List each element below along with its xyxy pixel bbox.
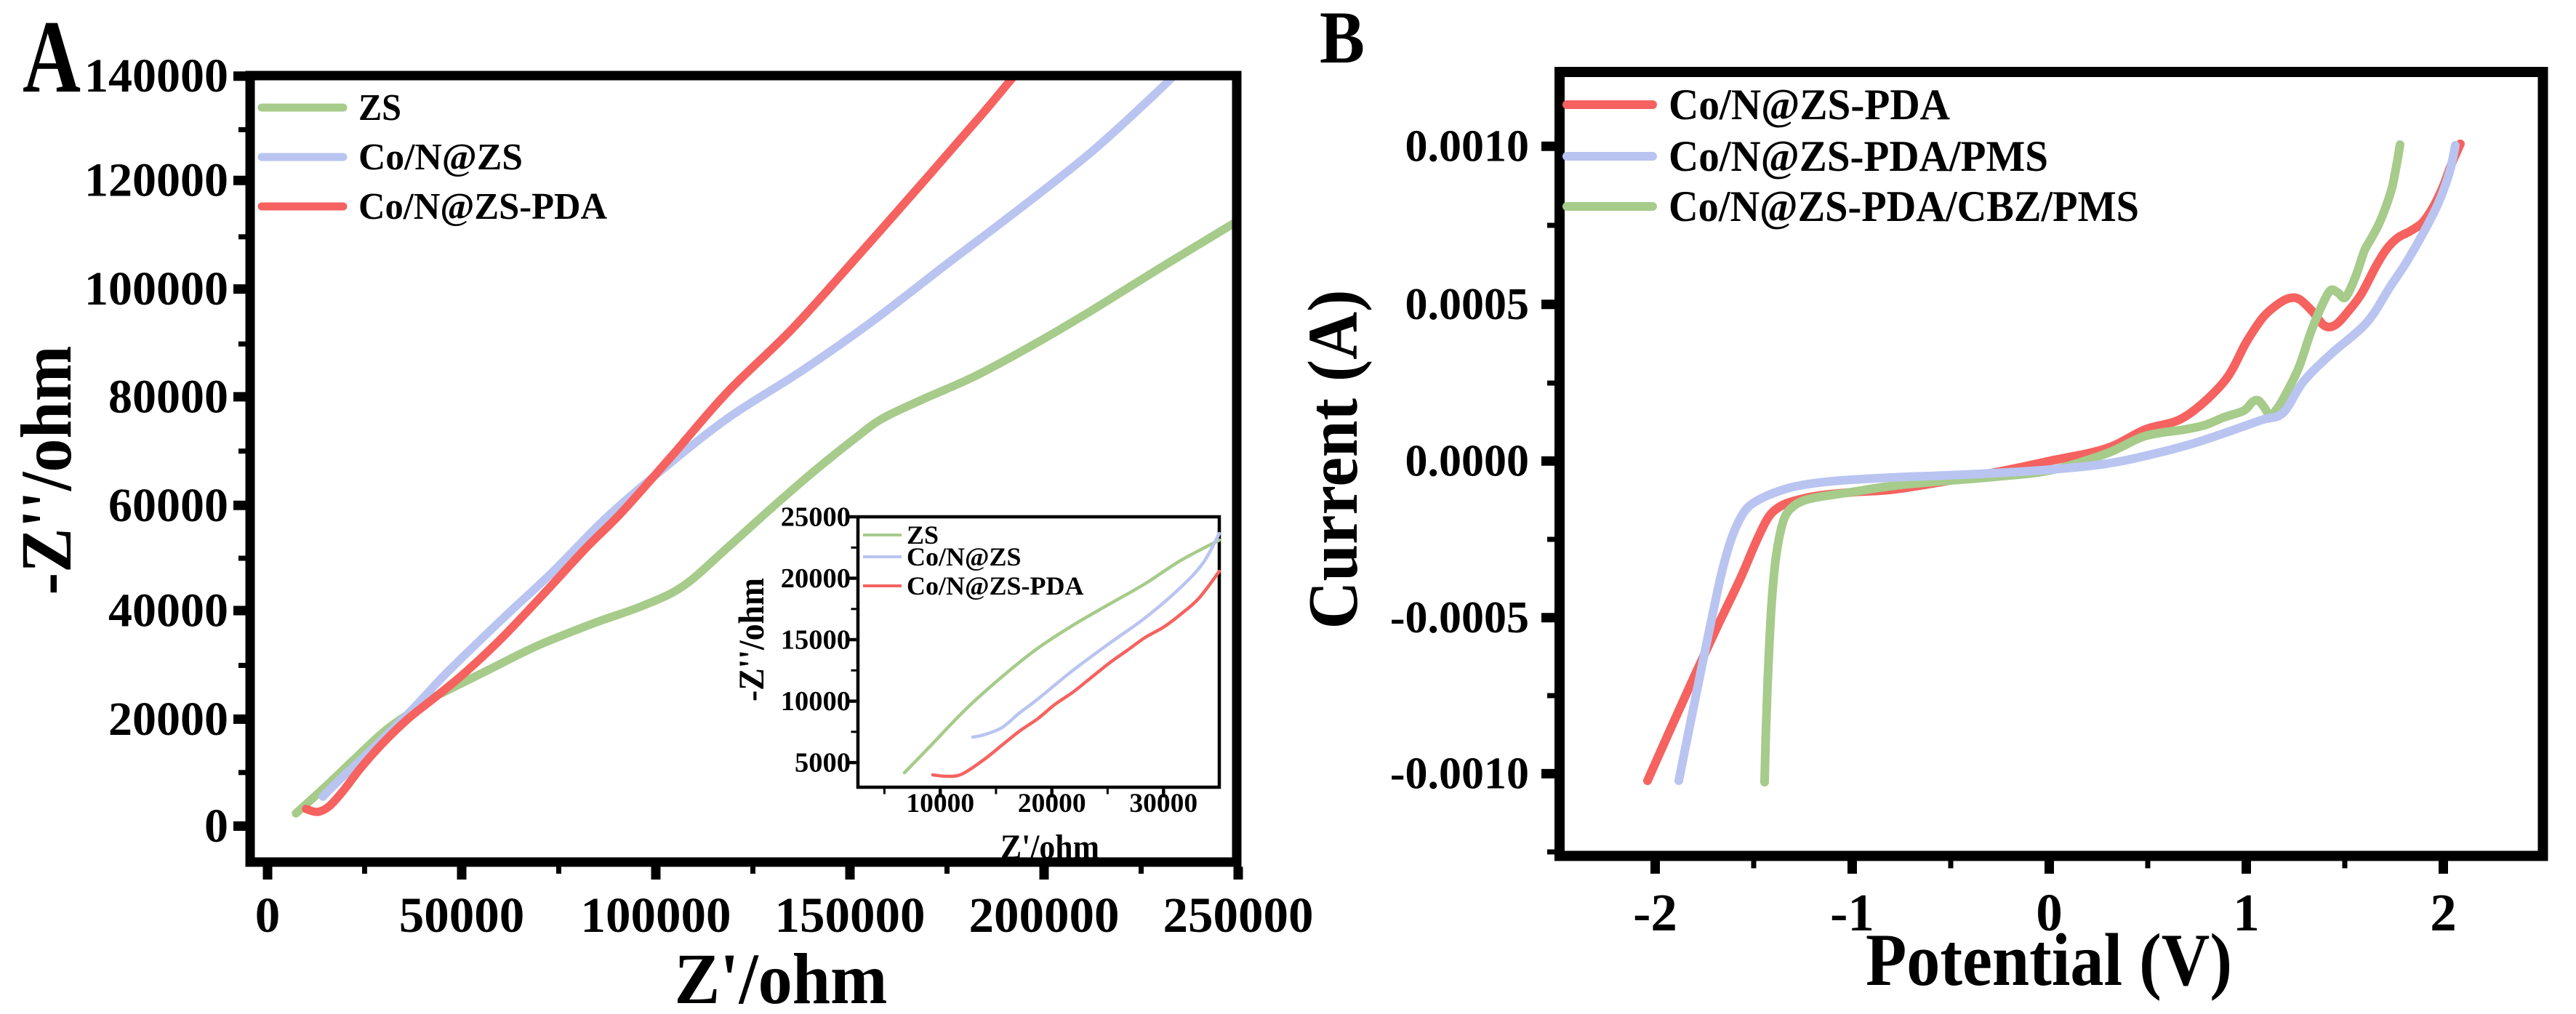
svg-text:-2: -2 xyxy=(1633,883,1677,942)
svg-text:Co/N@ZS-PDA/PMS: Co/N@ZS-PDA/PMS xyxy=(1669,132,2048,180)
svg-text:-Z''/ohm: -Z''/ohm xyxy=(6,346,87,595)
svg-text:25000: 25000 xyxy=(781,502,851,533)
svg-text:Co/N@ZS: Co/N@ZS xyxy=(907,542,1022,571)
svg-text:5000: 5000 xyxy=(795,748,851,778)
svg-text:20000: 20000 xyxy=(781,563,851,594)
svg-text:Z'/ohm: Z'/ohm xyxy=(1000,828,1099,866)
svg-text:2: 2 xyxy=(2430,883,2457,942)
svg-text:-Z''/ohm: -Z''/ohm xyxy=(731,578,771,701)
svg-text:200000: 200000 xyxy=(969,888,1120,943)
svg-text:10000: 10000 xyxy=(781,686,851,717)
svg-text:50000: 50000 xyxy=(399,888,525,943)
svg-text:A: A xyxy=(23,0,81,114)
svg-text:10000: 10000 xyxy=(906,789,974,818)
svg-text:250000: 250000 xyxy=(1163,888,1314,943)
svg-text:Co/N@ZS-PDA: Co/N@ZS-PDA xyxy=(358,186,607,228)
svg-text:60000: 60000 xyxy=(108,479,228,532)
svg-text:1: 1 xyxy=(2233,883,2260,942)
svg-text:Z'/ohm: Z'/ohm xyxy=(675,938,888,1010)
svg-text:20000: 20000 xyxy=(1018,789,1086,818)
svg-text:0.0005: 0.0005 xyxy=(1405,280,1530,329)
svg-text:-0.0005: -0.0005 xyxy=(1390,593,1529,643)
svg-text:100000: 100000 xyxy=(581,888,731,943)
svg-text:Potential (V): Potential (V) xyxy=(1866,919,2232,1002)
svg-text:ZS: ZS xyxy=(907,520,939,550)
svg-text:140000: 140000 xyxy=(84,49,228,102)
svg-text:Current (A): Current (A) xyxy=(1294,290,1373,629)
svg-text:150000: 150000 xyxy=(775,888,926,943)
svg-text:B: B xyxy=(1320,0,1365,79)
svg-text:0: 0 xyxy=(255,888,281,943)
svg-text:ZS: ZS xyxy=(358,87,401,129)
svg-text:0.0000: 0.0000 xyxy=(1405,437,1530,486)
svg-text:Co/N@ZS-PDA/CBZ/PMS: Co/N@ZS-PDA/CBZ/PMS xyxy=(1669,182,2139,230)
svg-text:120000: 120000 xyxy=(84,154,228,207)
svg-text:0.0010: 0.0010 xyxy=(1405,122,1530,172)
svg-text:0: 0 xyxy=(204,800,228,853)
svg-text:-0.0010: -0.0010 xyxy=(1390,749,1529,799)
svg-text:20000: 20000 xyxy=(108,693,228,746)
svg-text:Co/N@ZS: Co/N@ZS xyxy=(358,137,523,178)
svg-text:80000: 80000 xyxy=(108,370,228,423)
svg-text:Co/N@ZS-PDA: Co/N@ZS-PDA xyxy=(1669,81,1950,129)
svg-text:Co/N@ZS-PDA: Co/N@ZS-PDA xyxy=(907,571,1084,600)
svg-text:0: 0 xyxy=(2036,883,2063,942)
svg-text:-1: -1 xyxy=(1830,883,1874,942)
svg-text:40000: 40000 xyxy=(108,584,228,637)
svg-text:15000: 15000 xyxy=(781,625,851,656)
svg-text:30000: 30000 xyxy=(1129,789,1197,818)
svg-text:100000: 100000 xyxy=(84,262,228,315)
